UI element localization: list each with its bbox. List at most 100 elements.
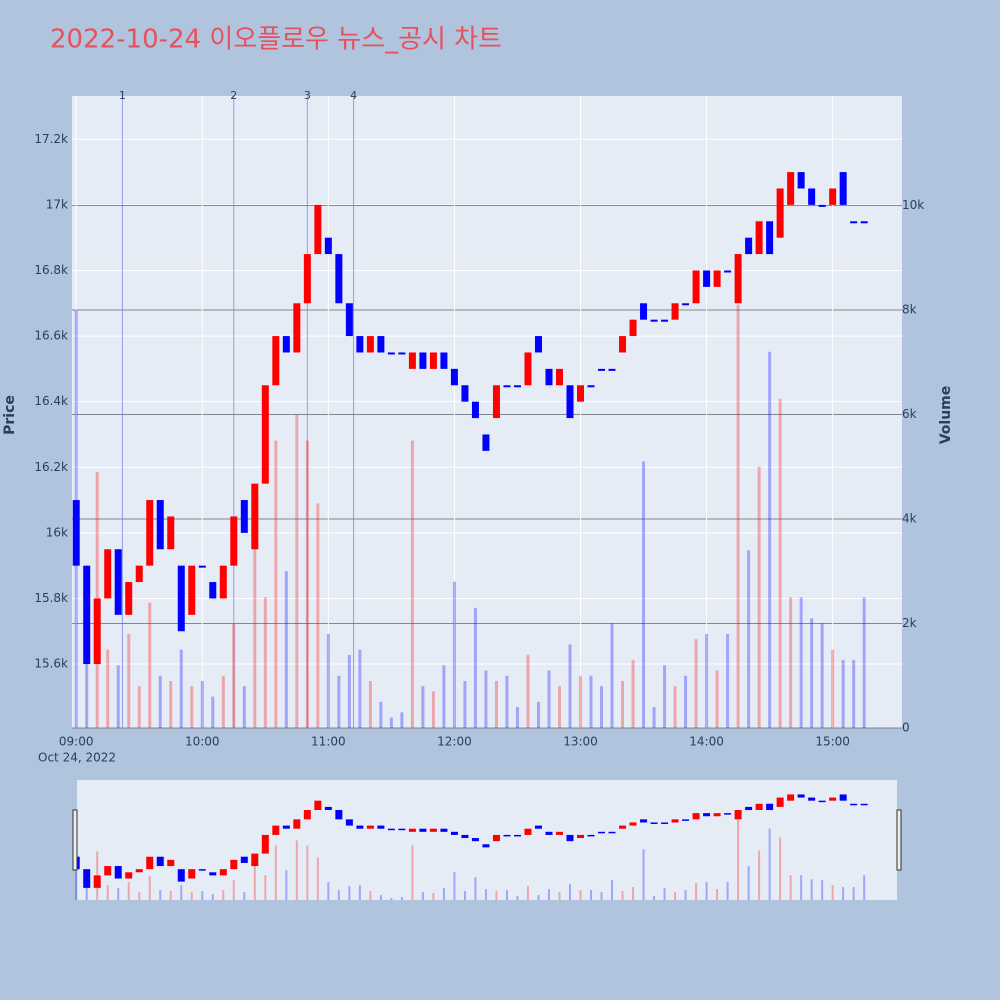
volume-bar	[263, 597, 267, 728]
volume-bar	[127, 633, 131, 728]
slider-volume-bar	[117, 888, 120, 900]
slider-volume-bar	[663, 888, 666, 900]
candle	[429, 352, 437, 369]
volume-bar	[347, 654, 351, 728]
slider-volume-bar	[169, 891, 172, 900]
slider-candle	[83, 869, 91, 888]
candle	[713, 270, 721, 287]
y2-tick-label: 10k	[902, 198, 924, 212]
volume-bar	[232, 623, 236, 728]
candle	[640, 303, 648, 320]
y2-tick-label: 0	[902, 721, 910, 735]
slider-candle	[156, 856, 164, 867]
volume-bar	[305, 440, 309, 728]
candle	[724, 270, 732, 273]
candle	[261, 385, 269, 484]
y-tick-label: 16.8k	[34, 263, 68, 277]
slider-candle	[272, 825, 280, 835]
slider-candle	[703, 813, 711, 817]
candle	[492, 385, 500, 419]
slider-candle	[682, 819, 690, 821]
slider-candle	[808, 797, 816, 801]
volume-bar	[211, 696, 215, 728]
y-tick-label: 16.4k	[34, 394, 68, 408]
candle	[366, 336, 374, 353]
volume-bar	[757, 466, 761, 728]
candle	[272, 336, 280, 386]
volume-bar	[799, 597, 803, 728]
candle	[251, 483, 259, 550]
slider-candle	[366, 825, 374, 829]
volume-bar	[536, 701, 540, 728]
range-slider[interactable]	[77, 780, 897, 900]
candle	[114, 549, 122, 615]
slider-handle[interactable]	[72, 809, 78, 871]
slider-candle	[566, 834, 574, 842]
slider-volume-bar	[190, 892, 193, 900]
slider-volume-bar	[726, 882, 729, 900]
volume-bar	[284, 571, 288, 728]
candle	[230, 516, 238, 566]
news-label: 4	[350, 89, 357, 102]
candle	[209, 582, 217, 599]
y-tick-label: 16.2k	[34, 460, 68, 474]
slider-volume-bar	[716, 889, 719, 900]
volume-bar	[116, 665, 120, 728]
volume-bar	[190, 686, 194, 728]
slider-candle	[724, 813, 732, 815]
volume-bar	[358, 649, 362, 728]
candle	[745, 237, 753, 255]
x-date-label: Oct 24, 2022	[38, 751, 116, 765]
slider-candle	[114, 866, 122, 879]
candle	[839, 172, 847, 205]
candle	[555, 368, 563, 386]
y2-tick-label: 6k	[902, 407, 917, 421]
candle	[692, 270, 700, 304]
candle	[387, 352, 395, 355]
volume-bar	[726, 633, 730, 728]
slider-candle	[408, 828, 416, 832]
candle	[104, 549, 112, 599]
slider-candle	[314, 800, 322, 811]
slider-volume-bar	[463, 891, 466, 900]
volume-bar	[747, 550, 751, 728]
candle	[482, 434, 490, 451]
slider-volume-bar	[432, 893, 435, 900]
slider-handle[interactable]	[896, 809, 902, 871]
slider-candle	[713, 813, 721, 817]
candle	[860, 221, 868, 224]
candle	[356, 336, 364, 353]
volume-bar	[274, 440, 278, 728]
y-tick-label: 16k	[46, 525, 68, 539]
slider-candle	[135, 869, 143, 873]
slider-volume-bar	[737, 819, 740, 900]
candle	[83, 565, 91, 665]
candle	[198, 565, 206, 568]
candle	[324, 237, 332, 255]
slider-candle	[671, 819, 679, 823]
slider-volume-bar	[684, 890, 687, 900]
volume-bar	[137, 686, 141, 728]
candle	[755, 221, 763, 255]
slider-volume-bar	[695, 883, 698, 900]
slider-volume-bar	[306, 845, 309, 900]
volume-bar	[610, 623, 614, 728]
slider-candle	[471, 838, 479, 842]
y2-axis-title: Volume	[938, 386, 954, 445]
news-label: 1	[119, 89, 126, 102]
candle	[503, 385, 511, 388]
slider-candle	[240, 856, 248, 863]
volume-bar	[810, 618, 814, 728]
volume-bar	[452, 581, 456, 728]
slider-candle	[797, 794, 805, 798]
volume-bar	[242, 686, 246, 728]
slider-candle	[776, 797, 784, 807]
volume-bar	[484, 670, 488, 728]
slider-volume-bar	[159, 890, 162, 900]
volume-bar	[631, 660, 635, 728]
slider-candle	[755, 803, 763, 811]
x-tick-label: 15:00	[815, 735, 850, 749]
candle	[461, 385, 469, 402]
slider-candle	[650, 822, 658, 824]
slider-candle	[335, 810, 343, 820]
